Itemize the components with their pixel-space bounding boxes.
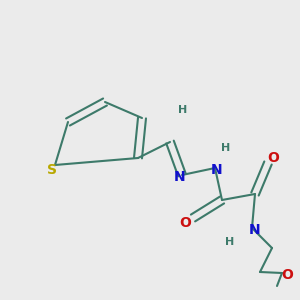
Text: O: O (267, 151, 279, 165)
Text: H: H (221, 143, 231, 153)
Text: O: O (281, 268, 293, 282)
Text: S: S (47, 163, 57, 177)
Text: N: N (174, 170, 186, 184)
Text: O: O (179, 216, 191, 230)
Text: H: H (225, 237, 235, 247)
Text: H: H (178, 105, 188, 115)
Text: N: N (249, 223, 261, 237)
Text: N: N (211, 163, 223, 177)
